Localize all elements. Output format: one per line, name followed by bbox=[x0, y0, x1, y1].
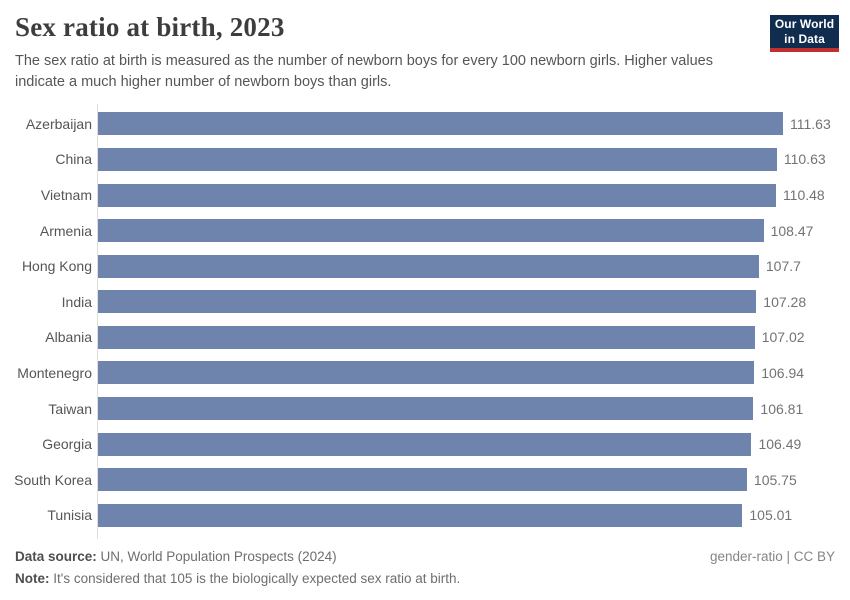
bar[interactable] bbox=[98, 290, 757, 314]
chart-row: South Korea 105.75 bbox=[0, 462, 850, 498]
owid-logo[interactable]: Our World in Data bbox=[770, 15, 839, 52]
category-label[interactable]: China bbox=[55, 151, 92, 168]
value-label: 107.28 bbox=[763, 293, 807, 310]
chart-row: India 107.28 bbox=[0, 284, 850, 320]
category-label[interactable]: South Korea bbox=[14, 471, 92, 488]
category-label[interactable]: Georgia bbox=[42, 436, 92, 453]
category-label[interactable]: Albania bbox=[45, 329, 92, 346]
chart-row: Azerbaijan 111.63 bbox=[0, 106, 850, 142]
category-label[interactable]: Hong Kong bbox=[21, 258, 92, 275]
bar[interactable] bbox=[98, 254, 759, 278]
chart-subtitle: The sex ratio at birth is measured as th… bbox=[15, 53, 713, 91]
category-label[interactable]: Taiwan bbox=[48, 400, 92, 417]
data-source-text: UN, World Population Prospects (2024) bbox=[96, 549, 337, 565]
chart-row: Albania 107.02 bbox=[0, 320, 850, 356]
note-line: Note: It's considered that 105 is the bi… bbox=[15, 568, 460, 589]
data-source-line: Data source: UN, World Population Prospe… bbox=[15, 546, 460, 567]
bar[interactable] bbox=[98, 219, 764, 243]
owid-logo-line2: in Data bbox=[784, 31, 825, 46]
value-label: 107.02 bbox=[761, 329, 805, 346]
chart-row: Montenegro 106.94 bbox=[0, 355, 850, 391]
footer-left: Data source: UN, World Population Prospe… bbox=[15, 546, 460, 589]
category-label[interactable]: Armenia bbox=[39, 222, 92, 239]
value-label: 110.48 bbox=[782, 187, 825, 204]
bar[interactable] bbox=[98, 397, 754, 421]
data-source-label: Data source: bbox=[15, 549, 97, 565]
chart-row: Armenia 108.47 bbox=[0, 213, 850, 249]
chart-row: Tunisia 105.01 bbox=[0, 498, 850, 534]
chart-title: Sex ratio at birth, 2023 bbox=[15, 12, 285, 42]
value-label: 111.63 bbox=[790, 115, 831, 132]
value-label: 106.94 bbox=[761, 364, 805, 381]
owid-logo-box: Our World in Data bbox=[770, 15, 839, 48]
chart-row: Georgia 106.49 bbox=[0, 426, 850, 462]
chart-row: China 110.63 bbox=[0, 142, 850, 178]
note-label: Note: bbox=[15, 570, 50, 586]
bar[interactable] bbox=[98, 112, 783, 136]
bar-chart: Azerbaijan 111.63 China 110.63 Vietnam 110.48… bbox=[0, 104, 850, 540]
bar[interactable] bbox=[98, 325, 755, 349]
value-label: 106.49 bbox=[758, 436, 802, 453]
category-label[interactable]: Vietnam bbox=[40, 187, 92, 204]
category-label[interactable]: Montenegro bbox=[17, 364, 92, 381]
value-label: 108.47 bbox=[770, 222, 814, 239]
bar[interactable] bbox=[98, 183, 776, 207]
category-label[interactable]: Tunisia bbox=[47, 507, 92, 524]
bar[interactable] bbox=[98, 147, 777, 171]
owid-logo-line1: Our World bbox=[774, 17, 835, 32]
note-text: It's considered that 105 is the biologic… bbox=[49, 570, 461, 586]
value-label: 110.63 bbox=[783, 151, 826, 168]
value-label: 107.7 bbox=[765, 258, 801, 275]
chart-footer: Data source: UN, World Population Prospe… bbox=[0, 546, 850, 589]
chart-row: Hong Kong 107.7 bbox=[0, 248, 850, 284]
chart-row: Vietnam 110.48 bbox=[0, 177, 850, 213]
bar[interactable] bbox=[98, 503, 743, 527]
value-label: 105.01 bbox=[749, 507, 793, 524]
owid-logo-accent-bar bbox=[770, 48, 839, 52]
bar[interactable] bbox=[98, 432, 752, 456]
chart-header: Sex ratio at birth, 2023 The sex ratio a… bbox=[0, 0, 850, 93]
category-label[interactable]: Azerbaijan bbox=[25, 115, 92, 132]
bar[interactable] bbox=[98, 468, 747, 492]
value-label: 106.81 bbox=[760, 400, 804, 417]
bar[interactable] bbox=[98, 361, 755, 385]
chart-rows: Azerbaijan 111.63 China 110.63 Vietnam 110.48… bbox=[0, 106, 850, 533]
y-axis-line bbox=[97, 104, 98, 540]
category-label[interactable]: India bbox=[61, 293, 92, 310]
license-link[interactable]: gender-ratio | CC BY bbox=[709, 549, 835, 565]
value-label: 105.75 bbox=[753, 471, 797, 488]
chart-row: Taiwan 106.81 bbox=[0, 391, 850, 427]
